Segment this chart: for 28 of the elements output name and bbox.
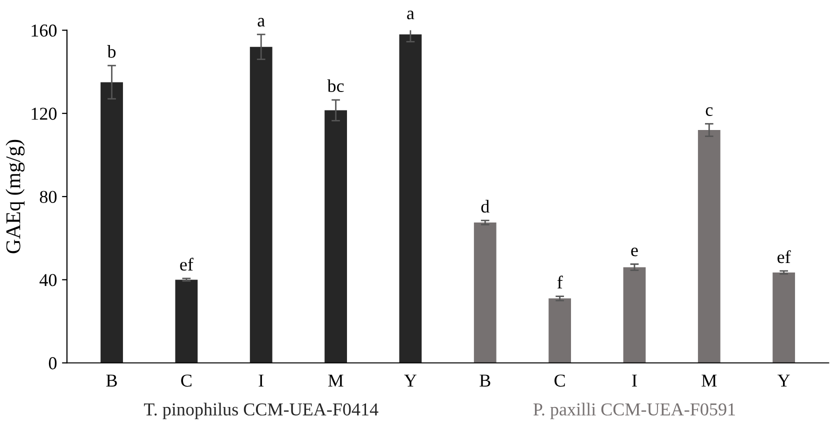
y-tick-label: 160 — [32, 24, 57, 37]
data-label: ef — [778, 250, 791, 264]
data-label: a — [258, 18, 265, 27]
y-tick-label: 120 — [32, 108, 57, 120]
text: P. paxilli CCM-UEA-F0591 — [533, 402, 735, 420]
data-label: b — [107, 45, 116, 58]
x-tick-label: I — [258, 374, 264, 387]
x-tick-label: Y — [778, 374, 790, 387]
text: T. pinophilus CCM-UEA-F0414 — [144, 402, 378, 420]
data-label: a — [407, 10, 414, 20]
x-tick-label: C — [181, 374, 192, 387]
data-label: bc — [327, 79, 344, 92]
x-tick-label: C — [554, 374, 565, 387]
y-tick-label: 0 — [48, 357, 57, 370]
data-label: c — [706, 107, 713, 116]
x-tick-label: Y — [404, 374, 417, 387]
y-tick-label: 80 — [40, 190, 57, 203]
data-label: f — [557, 276, 563, 288]
x-tick-label: M — [702, 374, 717, 387]
x-tick-label: B — [480, 374, 490, 387]
x-tick-label: I — [632, 374, 637, 387]
y-axis-title: GAEq (mg/g) — [6, 140, 25, 254]
y-tick-label: 40 — [40, 274, 57, 286]
x-tick-label: B — [106, 374, 117, 387]
data-label: d — [481, 200, 490, 213]
data-label: ef — [180, 258, 194, 271]
x-tick-label: M — [328, 374, 344, 387]
data-label: e — [631, 248, 638, 256]
